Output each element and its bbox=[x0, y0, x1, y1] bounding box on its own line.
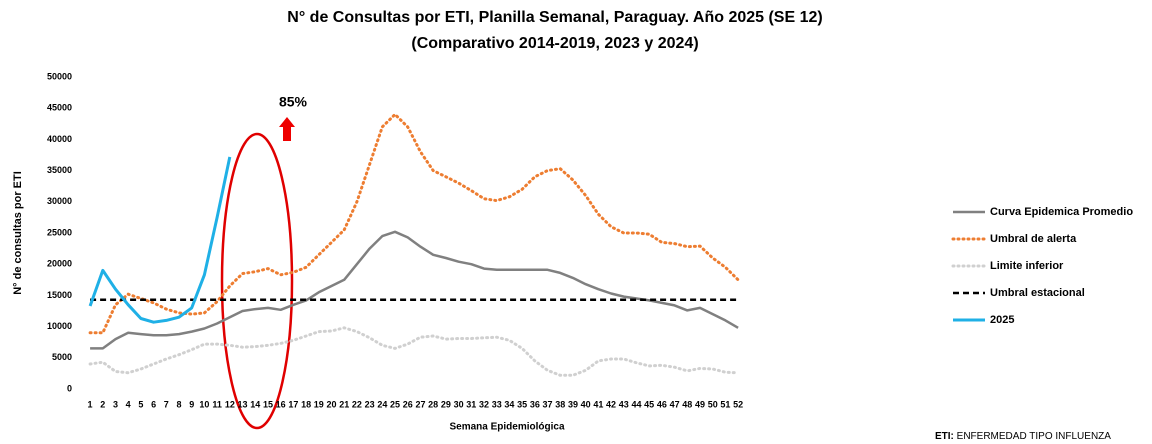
x-tick-label: 6 bbox=[151, 399, 156, 409]
x-tick-label: 30 bbox=[454, 399, 464, 409]
legend-label: Umbral de alerta bbox=[990, 233, 1077, 245]
x-tick-label: 34 bbox=[504, 399, 514, 409]
x-tick-label: 26 bbox=[403, 399, 413, 409]
x-tick-label: 7 bbox=[164, 399, 169, 409]
x-tick-label: 17 bbox=[288, 399, 298, 409]
x-tick-label: 13 bbox=[238, 399, 248, 409]
x-tick-label: 42 bbox=[606, 399, 616, 409]
x-tick-label: 38 bbox=[555, 399, 565, 409]
y-tick-label: 40000 bbox=[47, 134, 72, 144]
x-tick-label: 48 bbox=[682, 399, 692, 409]
legend-label: Curva Epidemica Promedio bbox=[990, 206, 1133, 218]
x-tick-label: 12 bbox=[225, 399, 235, 409]
x-tick-label: 19 bbox=[314, 399, 324, 409]
x-tick-label: 28 bbox=[428, 399, 438, 409]
x-tick-label: 5 bbox=[138, 399, 143, 409]
x-tick-label: 18 bbox=[301, 399, 311, 409]
x-tick-label: 51 bbox=[720, 399, 730, 409]
y-tick-label: 25000 bbox=[47, 227, 72, 237]
x-tick-label: 41 bbox=[593, 399, 603, 409]
x-tick-label: 22 bbox=[352, 399, 362, 409]
highlight-ellipse bbox=[220, 132, 294, 430]
x-tick-label: 3 bbox=[113, 399, 118, 409]
x-tick-label: 50 bbox=[708, 399, 718, 409]
footnote-text: ENFERMEDAD TIPO INFLUENZA bbox=[954, 431, 1111, 442]
x-tick-label: 46 bbox=[657, 399, 667, 409]
x-tick-label: 39 bbox=[568, 399, 578, 409]
legend-label: Umbral estacional bbox=[990, 287, 1085, 299]
annotation: 85% bbox=[279, 94, 308, 110]
y-tick-label: 20000 bbox=[47, 259, 72, 269]
x-tick-label: 10 bbox=[199, 399, 209, 409]
x-tick-label: 35 bbox=[517, 399, 527, 409]
x-tick-label: 8 bbox=[176, 399, 181, 409]
legend-label: 2025 bbox=[990, 314, 1014, 326]
x-tick-label: 43 bbox=[619, 399, 629, 409]
x-tick-label: 20 bbox=[326, 399, 336, 409]
x-tick-label: 25 bbox=[390, 399, 400, 409]
y-tick-label: 5000 bbox=[52, 352, 72, 362]
x-tick-label: 21 bbox=[339, 399, 349, 409]
x-tick-label: 44 bbox=[631, 399, 641, 409]
x-tick-label: 31 bbox=[466, 399, 476, 409]
y-tick-label: 45000 bbox=[47, 103, 72, 113]
series-line bbox=[88, 326, 740, 377]
x-tick-label: 11 bbox=[212, 399, 222, 409]
x-tick-label: 16 bbox=[276, 399, 286, 409]
x-tick-label: 32 bbox=[479, 399, 489, 409]
x-axis-label: Semana Epidemiológica bbox=[449, 422, 564, 433]
y-tick-label: 15000 bbox=[47, 290, 72, 300]
x-tick-label: 47 bbox=[670, 399, 680, 409]
x-tick-label: 40 bbox=[581, 399, 591, 409]
series-line bbox=[88, 156, 232, 324]
y-tick-label: 35000 bbox=[47, 165, 72, 175]
x-tick-label: 2 bbox=[100, 399, 105, 409]
series-line bbox=[88, 112, 740, 335]
x-tick-label: 4 bbox=[126, 399, 131, 409]
chart-subtitle: (Comparativo 2014-2019, 2023 y 2024) bbox=[411, 35, 698, 52]
footnote: ETI: ENFERMEDAD TIPO INFLUENZA bbox=[935, 431, 1111, 442]
y-tick-label: 50000 bbox=[47, 71, 72, 81]
x-tick-label: 52 bbox=[733, 399, 743, 409]
x-tick-label: 9 bbox=[189, 399, 194, 409]
x-tick-label: 27 bbox=[415, 399, 425, 409]
y-tick-label: 0 bbox=[67, 383, 72, 393]
x-tick-label: 29 bbox=[441, 399, 451, 409]
up-arrow bbox=[279, 117, 295, 141]
y-tick-label: 10000 bbox=[47, 321, 72, 331]
y-tick-label: 30000 bbox=[47, 196, 72, 206]
x-tick-label: 45 bbox=[644, 399, 654, 409]
x-tick-label: 1 bbox=[88, 399, 93, 409]
x-tick-label: 24 bbox=[377, 399, 387, 409]
x-tick-label: 37 bbox=[543, 399, 553, 409]
x-tick-label: 14 bbox=[250, 399, 260, 409]
x-tick-label: 15 bbox=[263, 399, 273, 409]
series-line bbox=[90, 230, 739, 350]
legend-label: Limite inferior bbox=[990, 260, 1064, 272]
chart-title: N° de Consultas por ETI, Planilla Semana… bbox=[287, 9, 822, 26]
x-tick-label: 33 bbox=[492, 399, 502, 409]
x-tick-label: 36 bbox=[530, 399, 540, 409]
y-axis-label: N° de consultas por ETI bbox=[12, 171, 24, 295]
footnote-label: ETI: bbox=[935, 431, 954, 442]
x-tick-label: 23 bbox=[365, 399, 375, 409]
x-tick-label: 49 bbox=[695, 399, 705, 409]
